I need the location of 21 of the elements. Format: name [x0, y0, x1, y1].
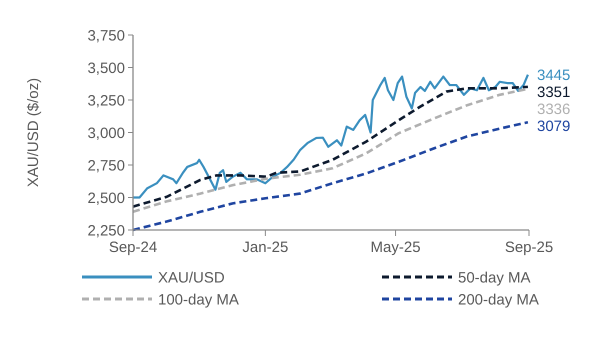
annotation: 3079 — [537, 118, 570, 135]
x-tick-label: Jan-25 — [242, 239, 288, 256]
legend-label: 200-day MA — [458, 291, 539, 308]
legend-label: XAU/USD — [158, 269, 225, 286]
legend-label: 50-day MA — [458, 269, 531, 286]
y-tick-label: 2,750 — [87, 157, 125, 174]
y-tick-label: 3,750 — [87, 27, 125, 44]
x-tick-label: Sep-25 — [504, 239, 554, 256]
y-tick-label: 3,250 — [87, 92, 125, 110]
annotation: 3351 — [537, 84, 570, 101]
x-tick-label: May-25 — [370, 239, 421, 256]
y-axis-title: XAU/USD ($/oz) — [25, 78, 42, 188]
annotation: 3336 — [537, 100, 570, 118]
annotation: 3445 — [537, 66, 570, 84]
y-tick-label: 3,000 — [87, 124, 125, 142]
y-tick-label: 3,500 — [87, 60, 125, 77]
x-tick-label: Sep-24 — [108, 239, 158, 256]
line-series — [132, 74, 530, 199]
legend-label: 100-day MA — [158, 291, 239, 308]
y-tick-label: 2,250 — [87, 222, 125, 240]
y-tick-label: 2,500 — [87, 190, 125, 207]
